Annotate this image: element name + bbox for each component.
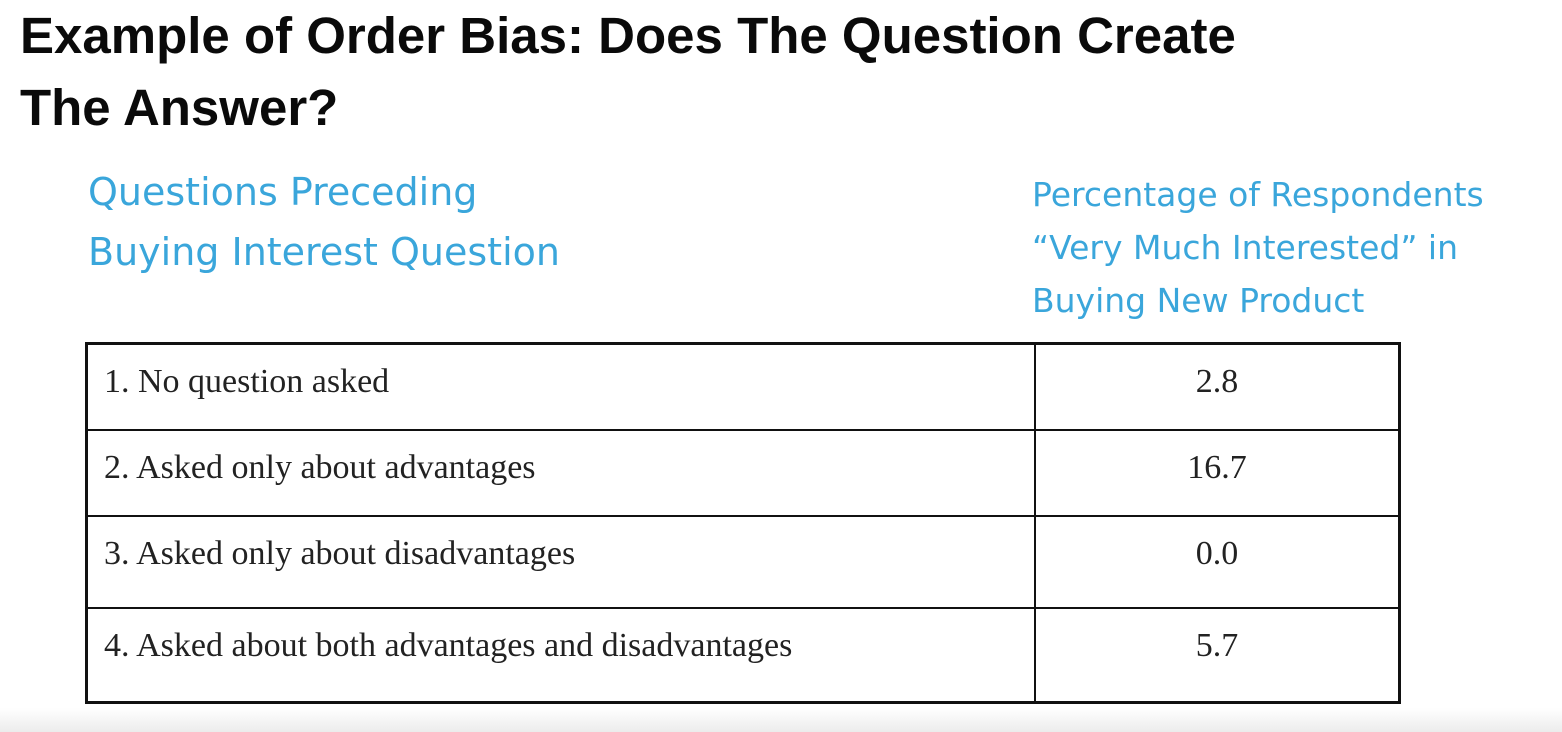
row-label-cell: 2. Asked only about advantages bbox=[85, 429, 1036, 517]
slide-title-line-1: Example of Order Bias: Does The Question… bbox=[20, 7, 1236, 64]
row-label-cell: 1. No question asked bbox=[85, 342, 1036, 431]
order-bias-table: 1. No question asked 2.8 2. Asked only a… bbox=[85, 342, 1401, 704]
row-value: 0.0 bbox=[1195, 535, 1239, 572]
column-header-questions-line-1: Questions Preceding bbox=[88, 170, 478, 214]
column-header-questions: Questions Preceding Buying Interest Ques… bbox=[88, 162, 560, 282]
table-row: 2. Asked only about advantages 16.7 bbox=[85, 429, 1401, 517]
table-row: 3. Asked only about disadvantages 0.0 bbox=[85, 515, 1401, 609]
table-row: 1. No question asked 2.8 bbox=[85, 342, 1401, 431]
row-value-cell: 16.7 bbox=[1034, 429, 1401, 517]
column-header-percentage-line-3: Buying New Product bbox=[1032, 281, 1365, 320]
column-header-percentage: Percentage of Respondents “Very Much Int… bbox=[1032, 168, 1484, 327]
row-value-cell: 2.8 bbox=[1034, 342, 1401, 431]
column-header-questions-line-2: Buying Interest Question bbox=[88, 230, 560, 274]
row-value: 5.7 bbox=[1195, 627, 1239, 664]
row-value-cell: 5.7 bbox=[1034, 607, 1401, 704]
slide-title: Example of Order Bias: Does The Question… bbox=[20, 0, 1480, 144]
row-label: 1. No question asked bbox=[104, 363, 390, 400]
column-header-percentage-line-1: Percentage of Respondents bbox=[1032, 175, 1484, 214]
row-label-cell: 3. Asked only about disadvantages bbox=[85, 515, 1036, 609]
bottom-shadow-bar bbox=[0, 708, 1562, 732]
row-value: 16.7 bbox=[1187, 449, 1247, 486]
table-row: 4. Asked about both advantages and disad… bbox=[85, 607, 1401, 704]
row-label: 3. Asked only about disadvantages bbox=[104, 535, 576, 572]
row-value-cell: 0.0 bbox=[1034, 515, 1401, 609]
row-label: 4. Asked about both advantages and disad… bbox=[104, 627, 793, 664]
row-value: 2.8 bbox=[1195, 363, 1239, 400]
column-header-percentage-line-2: “Very Much Interested” in bbox=[1032, 228, 1459, 267]
row-label: 2. Asked only about advantages bbox=[104, 449, 536, 486]
slide-title-line-2: The Answer? bbox=[20, 79, 339, 136]
row-label-cell: 4. Asked about both advantages and disad… bbox=[85, 607, 1036, 704]
